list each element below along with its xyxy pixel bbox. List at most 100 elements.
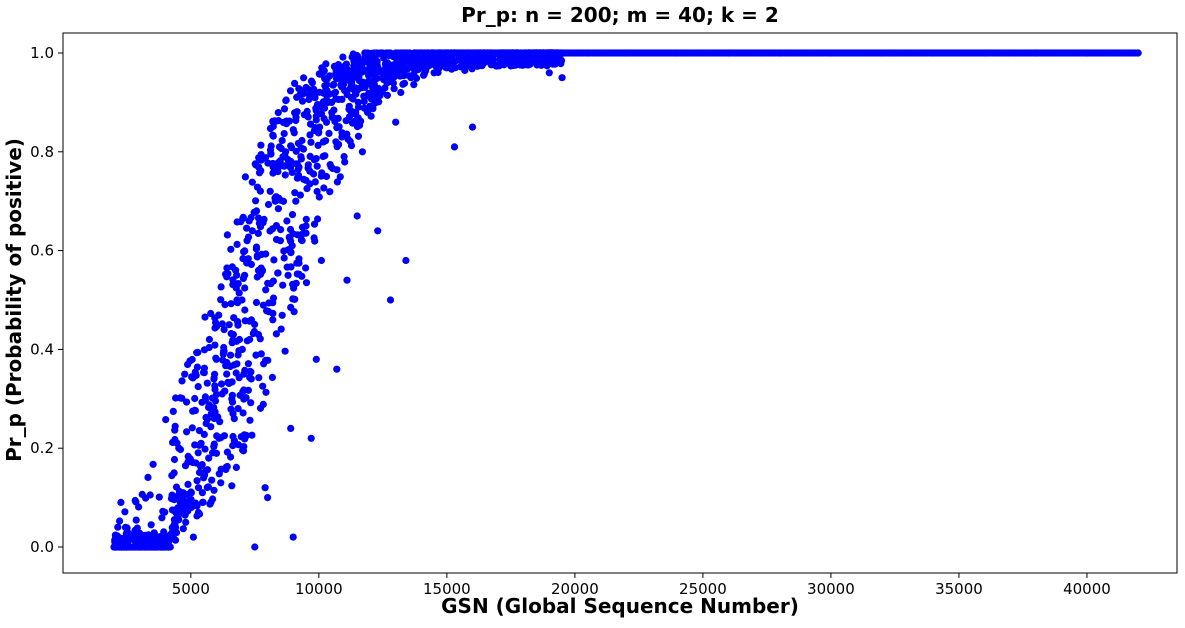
data-point	[297, 155, 305, 163]
data-point	[196, 462, 204, 470]
data-point	[349, 95, 357, 103]
data-point	[350, 65, 358, 73]
data-point	[307, 138, 315, 146]
data-point	[314, 129, 323, 137]
data-point	[271, 194, 279, 202]
data-point	[450, 57, 458, 65]
data-point	[251, 543, 259, 551]
data-point	[387, 78, 395, 86]
data-point	[248, 227, 256, 235]
data-point	[170, 516, 178, 524]
data-point	[367, 49, 376, 57]
data-point	[176, 394, 184, 402]
data-point	[212, 449, 221, 457]
data-point	[272, 330, 280, 338]
data-point	[357, 117, 365, 125]
data-point	[252, 243, 261, 251]
data-point	[558, 74, 566, 82]
data-point	[193, 477, 201, 485]
data-point	[365, 71, 373, 80]
data-point	[397, 88, 405, 97]
x-tick-label: 15000	[423, 580, 471, 598]
data-point	[225, 379, 233, 388]
data-point	[293, 174, 301, 182]
data-point	[233, 240, 241, 248]
data-point	[456, 63, 464, 71]
data-point	[499, 60, 507, 68]
data-point	[211, 397, 220, 405]
data-point	[257, 141, 265, 149]
data-point	[353, 86, 361, 94]
data-point	[252, 298, 261, 307]
data-point	[264, 159, 272, 167]
data-point	[211, 370, 219, 378]
data-point	[269, 163, 277, 171]
data-point	[545, 69, 553, 77]
data-point	[266, 125, 275, 133]
data-point	[360, 104, 368, 112]
data-point	[538, 59, 547, 67]
data-point	[421, 66, 429, 74]
data-point	[269, 316, 277, 324]
data-point	[291, 79, 299, 87]
data-point	[302, 279, 311, 287]
data-point	[241, 173, 249, 181]
data-point	[302, 264, 310, 272]
data-point	[246, 367, 254, 375]
data-point	[200, 369, 208, 377]
data-point	[259, 400, 267, 408]
data-point	[375, 98, 383, 106]
data-point	[296, 191, 304, 199]
data-point	[348, 119, 357, 127]
points-layer	[110, 49, 1142, 551]
data-point	[323, 75, 331, 83]
data-point	[247, 260, 255, 268]
data-point	[289, 126, 297, 134]
data-point	[274, 159, 282, 167]
data-point	[123, 524, 131, 532]
data-point	[307, 434, 315, 442]
data-point	[354, 132, 363, 140]
data-point	[343, 130, 351, 138]
data-point	[320, 104, 329, 112]
data-point	[264, 200, 273, 209]
data-point	[291, 189, 299, 197]
data-point	[281, 152, 289, 160]
data-point	[386, 296, 395, 304]
data-point	[310, 220, 319, 228]
data-point	[300, 175, 308, 183]
x-tick-label: 40000	[1063, 580, 1111, 598]
data-point	[289, 533, 297, 541]
data-point	[382, 49, 390, 57]
data-point	[286, 225, 295, 234]
data-point	[240, 370, 248, 378]
data-point	[225, 321, 233, 329]
data-point	[280, 162, 288, 170]
data-point	[468, 123, 477, 131]
data-point	[218, 320, 226, 328]
data-point	[366, 102, 374, 110]
data-point	[331, 117, 339, 126]
data-point	[255, 374, 263, 382]
data-point	[264, 279, 272, 287]
data-point	[274, 109, 282, 117]
data-point	[376, 91, 384, 99]
data-point	[298, 223, 307, 231]
data-point	[262, 356, 270, 364]
data-point	[316, 123, 324, 131]
data-point	[191, 394, 199, 403]
data-point	[322, 137, 330, 145]
data-point	[241, 284, 249, 292]
data-point	[259, 301, 267, 309]
data-point	[249, 329, 257, 338]
data-point	[287, 248, 295, 256]
data-point	[194, 508, 202, 517]
data-point	[306, 152, 314, 160]
data-point	[200, 430, 208, 438]
data-point	[383, 91, 391, 99]
x-axis: 5000 10000 15000 20000 25000 30000 35000 40000	[172, 573, 1111, 598]
data-point	[243, 224, 251, 232]
data-point	[252, 351, 260, 359]
data-point	[181, 500, 189, 508]
data-point	[518, 61, 527, 69]
